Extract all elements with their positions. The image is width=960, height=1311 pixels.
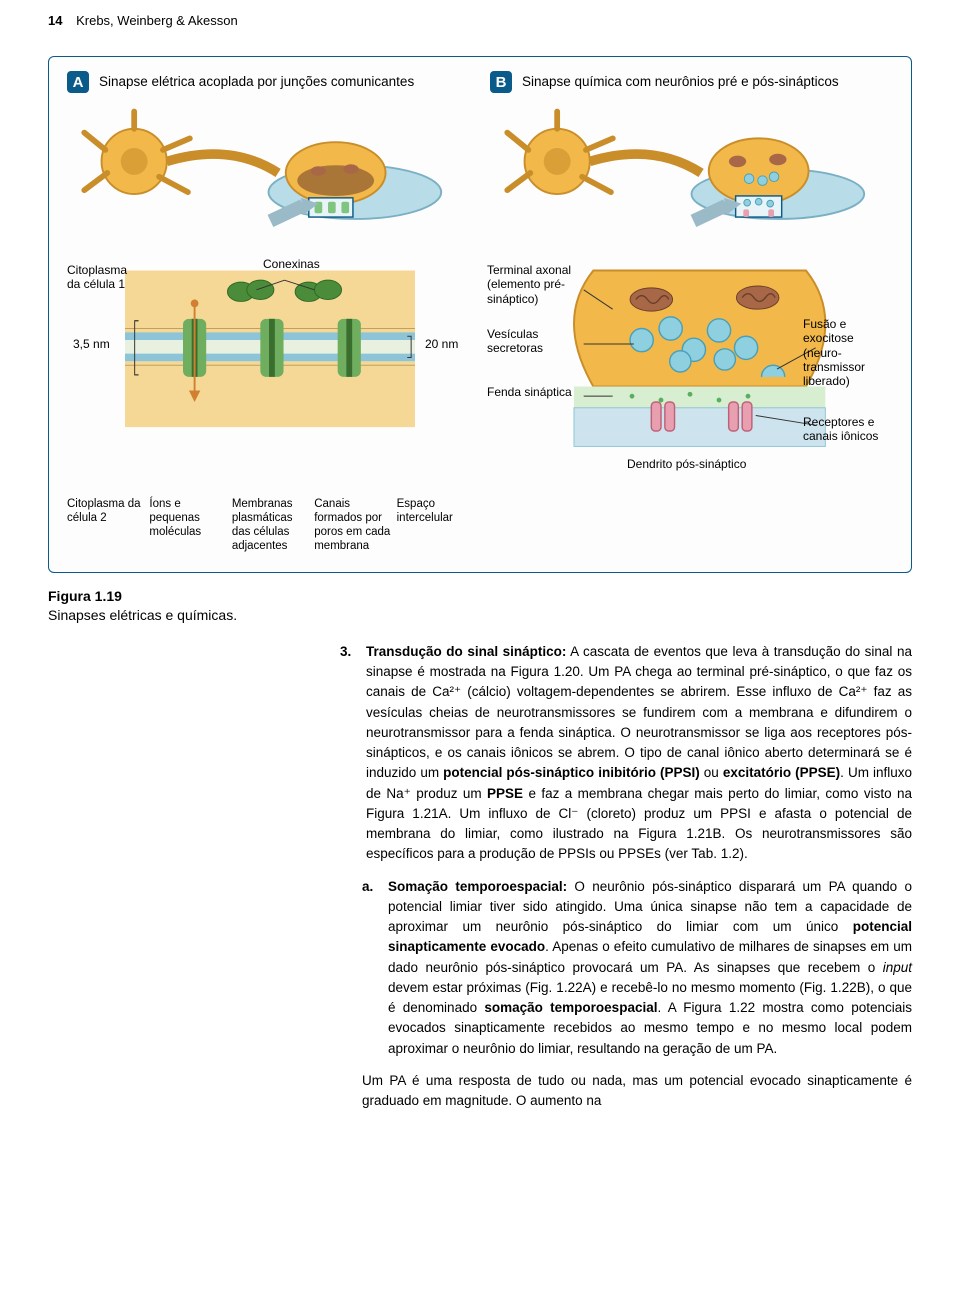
figure-number: Figura 1.19 (48, 587, 912, 607)
label-receptors: Receptores e canais iônicos (803, 415, 893, 444)
panel-b: B Sinapse química com neurônios pré e pó… (490, 71, 893, 247)
panel-a-title: Sinapse elétrica acoplada por junções co… (99, 73, 414, 92)
ppse-term: excitatório (PPSE) (723, 765, 840, 780)
item-3-text-a: A cascata de eventos que leva à transduç… (366, 644, 912, 781)
body-text: 3. Transdução do sinal sináptico: A casc… (340, 642, 912, 1112)
panel-b-title: Sinapse química com neurônios pré e pós-… (522, 73, 839, 92)
label-gap1: 3,5 nm (73, 337, 110, 351)
figure-1-19: A Sinapse elétrica acoplada por junções … (48, 56, 912, 572)
label-cell1: Citoplasma da célula 1 (67, 263, 137, 292)
label-vesicles: Vesículas secretoras (487, 327, 577, 356)
page-header: 14 Krebs, Weinberg & Akesson (0, 0, 960, 36)
panel-a: A Sinapse elétrica acoplada por junções … (67, 71, 470, 247)
item-3-lead: Transdução do sinal sináptico: (366, 644, 566, 659)
page-number: 14 (48, 13, 62, 28)
label-dendrite: Dendrito pós-sináptico (627, 457, 746, 471)
label-fusion: Fusão e exocitose (neuro-transmissor lib… (803, 317, 893, 389)
label-channels: Canais formados por poros em cada membra… (314, 498, 390, 553)
label-gap2: 20 nm (425, 337, 458, 351)
ppse2-term: PPSE (487, 786, 523, 801)
sub-a-bold-2: somação temporoespacial (484, 1000, 657, 1015)
label-connexins: Conexinas (263, 257, 320, 271)
label-ions: Íons e pequenas moléculas (149, 498, 225, 553)
sub-a-lead: Somação temporoespacial: (388, 879, 567, 894)
panel-a-badge: A (67, 71, 89, 93)
item-3: 3. Transdução do sinal sináptico: A casc… (340, 642, 912, 877)
label-cell2: Citoplasma da célula 2 (67, 498, 143, 553)
panel-b-neuron-diagram (490, 101, 893, 241)
panel-b-detail: Terminal axonal (elemento pré-sináptico)… (487, 257, 893, 554)
label-membranes: Membranas plasmáticas das células adjace… (232, 498, 308, 553)
authors: Krebs, Weinberg & Akesson (76, 13, 238, 28)
label-cleft: Fenda sináptica (487, 385, 577, 399)
panel-a-detail: Citoplasma da célula 1 3,5 nm 20 nm Cone… (67, 257, 473, 554)
final-paragraph: Um PA é uma resposta de tudo ou nada, ma… (362, 1071, 912, 1112)
panel-b-badge: B (490, 71, 512, 93)
or-text: ou (700, 765, 723, 780)
panel-a-neuron-diagram (67, 101, 470, 241)
label-space: Espaço intercelular (397, 498, 473, 553)
sub-a-letter: a. (362, 877, 380, 1071)
sub-item-a: a. Somação temporoespacial: O neurônio p… (362, 877, 912, 1071)
figure-caption: Figura 1.19 Sinapses elétricas e química… (48, 587, 912, 626)
label-terminal: Terminal axonal (elemento pré-sináptico) (487, 263, 585, 306)
figure-title: Sinapses elétricas e químicas. (48, 606, 912, 626)
ppsi-term: potencial pós-sináptico inibitório (PPSI… (443, 765, 700, 780)
sub-a-italic: input (883, 960, 912, 975)
item-3-number: 3. (340, 642, 358, 877)
